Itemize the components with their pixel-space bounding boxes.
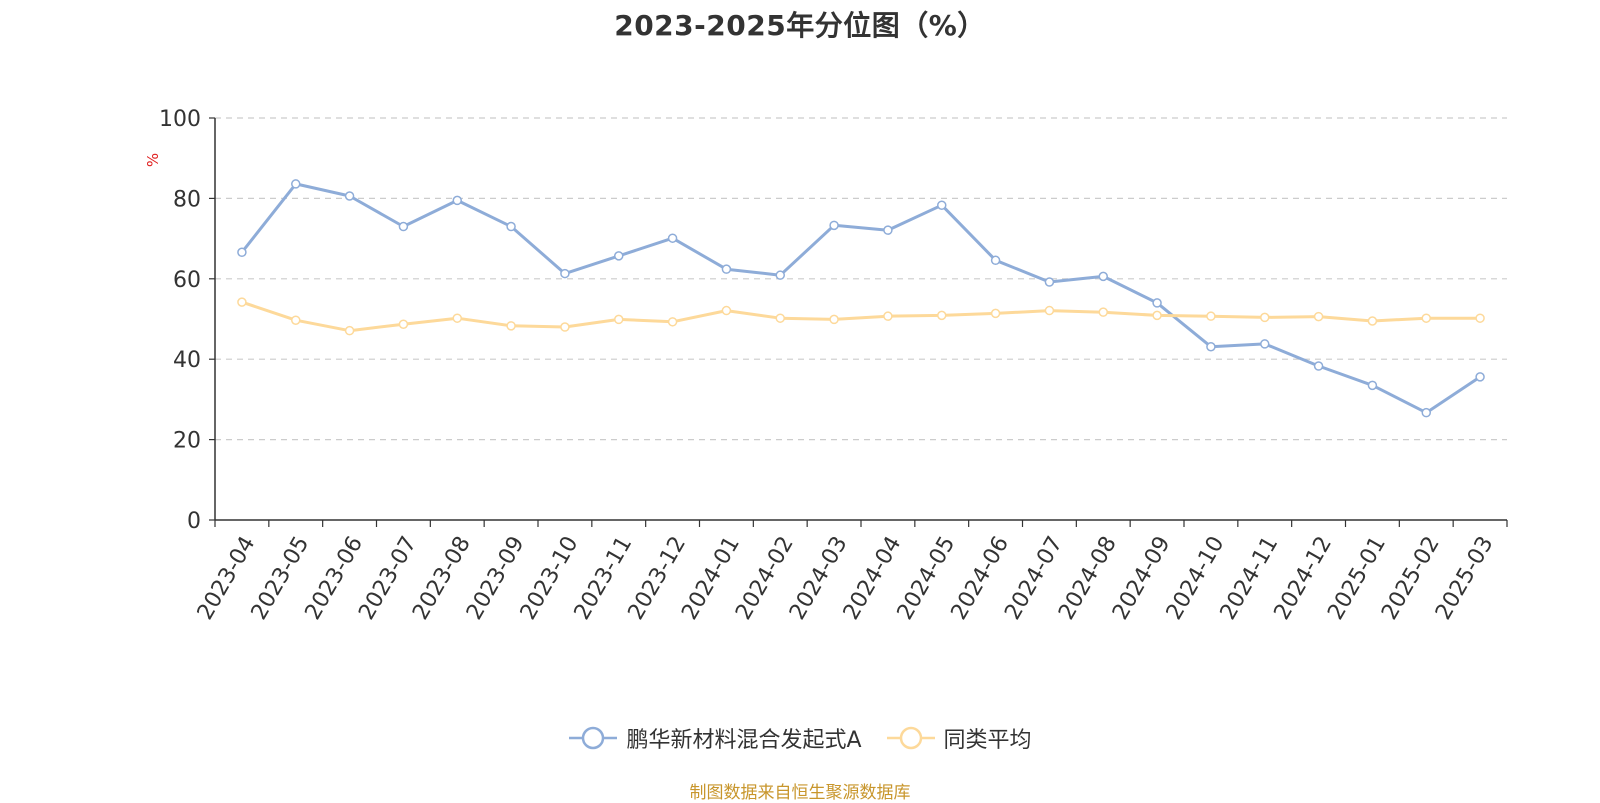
data-point bbox=[1152, 298, 1162, 308]
data-point bbox=[398, 319, 409, 329]
data-point bbox=[667, 317, 678, 327]
data-point bbox=[614, 314, 624, 325]
data-point bbox=[990, 308, 1001, 319]
data-point bbox=[937, 310, 947, 321]
legend-line-circle-icon bbox=[569, 726, 618, 750]
data-point bbox=[937, 200, 947, 210]
legend-label: 鹏华新材料混合发起式A bbox=[626, 728, 862, 753]
data-point bbox=[344, 325, 355, 336]
data-point bbox=[1260, 339, 1270, 349]
line-chart: 0 20 40 60 80 100 2023-042023-052023-062023-0… bbox=[144, 107, 1508, 624]
data-point bbox=[990, 255, 1001, 266]
y-axis-unit-label: % bbox=[144, 153, 162, 167]
data-point bbox=[506, 321, 516, 331]
data-point bbox=[1313, 311, 1324, 322]
series-group bbox=[237, 179, 1485, 418]
data-point bbox=[775, 313, 785, 323]
data-point bbox=[1421, 407, 1431, 418]
y-tick-label: 0 bbox=[187, 509, 201, 534]
data-point bbox=[237, 297, 247, 307]
data-source-note: 制图数据来自恒生聚源数据库 bbox=[689, 783, 911, 803]
y-tick-label: 20 bbox=[173, 429, 201, 454]
data-point bbox=[560, 322, 570, 332]
data-point bbox=[344, 191, 355, 201]
data-point bbox=[1367, 380, 1378, 391]
data-point bbox=[291, 179, 301, 189]
data-point bbox=[1421, 313, 1431, 323]
data-point bbox=[506, 221, 516, 232]
data-point bbox=[667, 233, 678, 243]
data-point bbox=[452, 313, 462, 323]
y-tick-label: 60 bbox=[173, 268, 201, 293]
legend-item[interactable]: 同类平均 bbox=[886, 722, 1032, 754]
data-point bbox=[829, 220, 839, 231]
data-point bbox=[452, 195, 462, 206]
data-point bbox=[1206, 341, 1216, 352]
data-point bbox=[721, 305, 732, 316]
data-point bbox=[1044, 277, 1055, 287]
legend-item[interactable]: 鹏华新材料混合发起式A bbox=[568, 722, 862, 754]
legend-label: 同类平均 bbox=[943, 728, 1032, 753]
data-point bbox=[1098, 307, 1108, 317]
data-point bbox=[883, 225, 893, 235]
series-line bbox=[240, 300, 1482, 333]
x-axis: 2023-042023-052023-062023-072023-082023-… bbox=[193, 519, 1508, 624]
data-point bbox=[883, 311, 893, 321]
chart-title: 2023-2025年分位图（%） bbox=[614, 9, 986, 42]
y-tick-label: 80 bbox=[173, 187, 201, 212]
y-tick-label: 100 bbox=[159, 107, 201, 132]
data-point bbox=[1260, 312, 1270, 323]
data-point bbox=[1475, 313, 1485, 323]
data-point bbox=[1152, 310, 1162, 321]
chart-legend: 鹏华新材料混合发起式A 同类平均 bbox=[0, 722, 1600, 754]
data-point bbox=[291, 315, 301, 325]
legend-line-circle-icon bbox=[886, 726, 935, 750]
grid-lines bbox=[215, 117, 1507, 441]
series-line bbox=[240, 182, 1482, 415]
data-point bbox=[1044, 305, 1055, 316]
data-point bbox=[614, 251, 624, 261]
data-point bbox=[829, 314, 839, 325]
y-tick-label: 40 bbox=[173, 348, 201, 373]
data-point bbox=[1367, 316, 1378, 326]
data-point bbox=[1475, 372, 1485, 382]
data-point bbox=[1206, 311, 1216, 321]
data-point bbox=[398, 221, 409, 232]
data-point bbox=[721, 264, 732, 274]
data-point bbox=[775, 270, 785, 280]
data-point bbox=[237, 247, 247, 258]
y-axis: 0 20 40 60 80 100 bbox=[159, 107, 216, 534]
data-point bbox=[560, 268, 570, 279]
data-point bbox=[1313, 361, 1324, 371]
data-point bbox=[1098, 271, 1108, 282]
